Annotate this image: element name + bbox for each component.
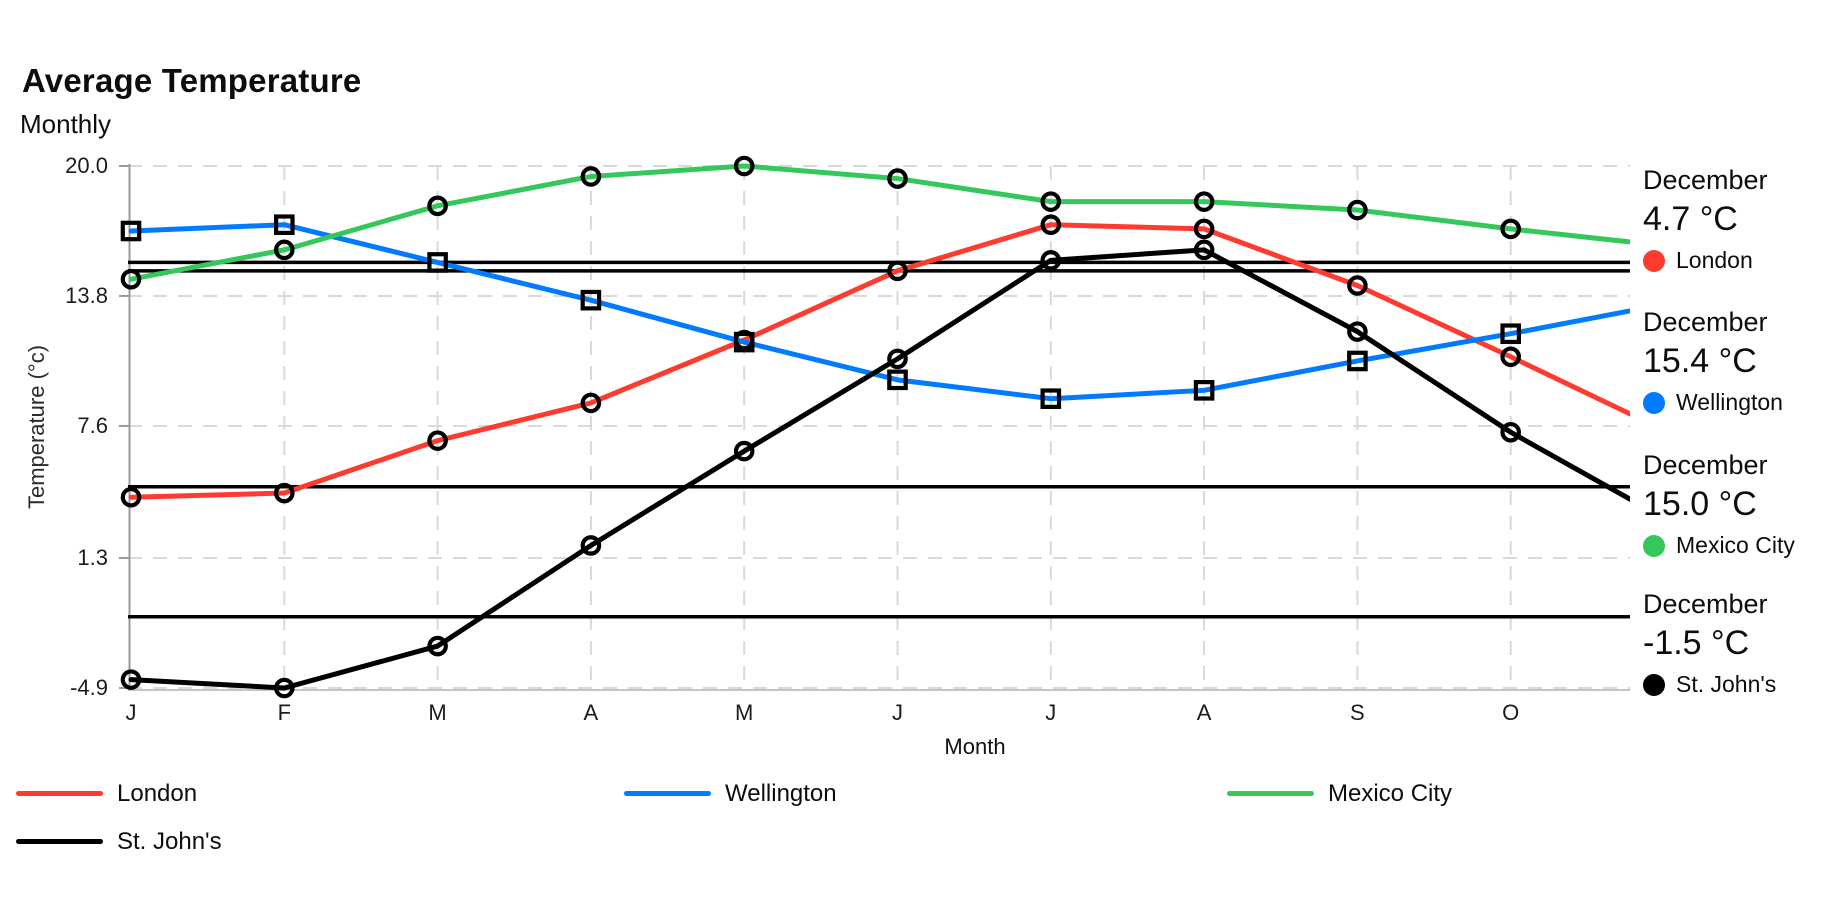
series-line-wellington	[128, 222, 1630, 402]
annotation-st-johns: December -1.5 °C St. John's	[1643, 589, 1837, 698]
y-tick-label: 1.3	[77, 545, 108, 571]
series-color-dot-icon	[1643, 391, 1665, 414]
x-tick-label: M	[735, 700, 754, 725]
legend-label: London	[117, 780, 198, 807]
annotation-london: December 4.7 °C London	[1643, 165, 1837, 274]
x-tick-label: J	[1045, 700, 1057, 725]
annotation-wellington: December 15.4 °C Wellington	[1643, 307, 1837, 416]
annotation-city: Mexico City	[1676, 532, 1795, 558]
legend-line-swatch	[16, 839, 103, 844]
markers-london	[120, 214, 1521, 508]
series-color-dot-icon	[1643, 249, 1665, 272]
y-tick-label: 20.0	[65, 153, 108, 178]
legend-line-swatch	[1227, 791, 1314, 796]
annotation-city: London	[1676, 247, 1753, 273]
legend-label: Mexico City	[1328, 780, 1453, 807]
x-axis-title: Month	[944, 734, 1006, 759]
markers-st-john-s	[120, 239, 1521, 699]
series-line-st-john-s	[128, 247, 1630, 691]
chart-title: Average Temperature	[22, 62, 362, 99]
series-line-london	[128, 222, 1630, 500]
x-tick-label: O	[1502, 700, 1520, 725]
annotation-month: December	[1643, 589, 1768, 619]
chart-subtitle: Monthly	[20, 109, 112, 139]
x-tick-label: S	[1350, 700, 1365, 725]
y-tick-label: 7.6	[77, 412, 108, 438]
series-line-mexico-city	[128, 163, 1630, 282]
annotation-city: Wellington	[1676, 389, 1783, 415]
annotation-value: -1.5 °C	[1643, 624, 1750, 662]
annotation-value: 15.0 °C	[1643, 485, 1757, 523]
annotation-mexico-city: December 15.0 °C Mexico City	[1643, 450, 1837, 559]
annotation-city: St. John's	[1676, 671, 1777, 697]
annotation-month: December	[1643, 165, 1768, 195]
series	[120, 155, 1630, 699]
annotation-value: 15.4 °C	[1643, 342, 1757, 380]
legend-line-swatch	[624, 791, 711, 796]
axes	[119, 164, 1630, 691]
series-color-dot-icon	[1643, 534, 1665, 557]
x-tick-label: A	[1196, 700, 1212, 725]
x-tick-label: J	[125, 700, 137, 725]
x-tick-label: F	[277, 700, 292, 725]
x-tick-label: J	[892, 700, 903, 725]
legend-label: St. John's	[117, 828, 222, 855]
december-rule-lines	[128, 260, 1630, 619]
legend-line-swatch	[16, 791, 103, 796]
y-tick-label: -4.9	[70, 675, 108, 700]
series-color-dot-icon	[1643, 673, 1665, 696]
annotation-value: 4.7 °C	[1643, 200, 1738, 238]
x-tick-label: M	[428, 700, 447, 725]
markers-mexico-city	[120, 155, 1521, 290]
annotation-month: December	[1643, 450, 1768, 480]
markers-wellington	[120, 214, 1521, 409]
x-tick-label: A	[583, 700, 599, 725]
legend-label: Wellington	[725, 780, 837, 807]
y-tick-label: 13.8	[65, 282, 108, 308]
gridlines	[128, 165, 1630, 689]
annotation-month: December	[1643, 307, 1768, 337]
